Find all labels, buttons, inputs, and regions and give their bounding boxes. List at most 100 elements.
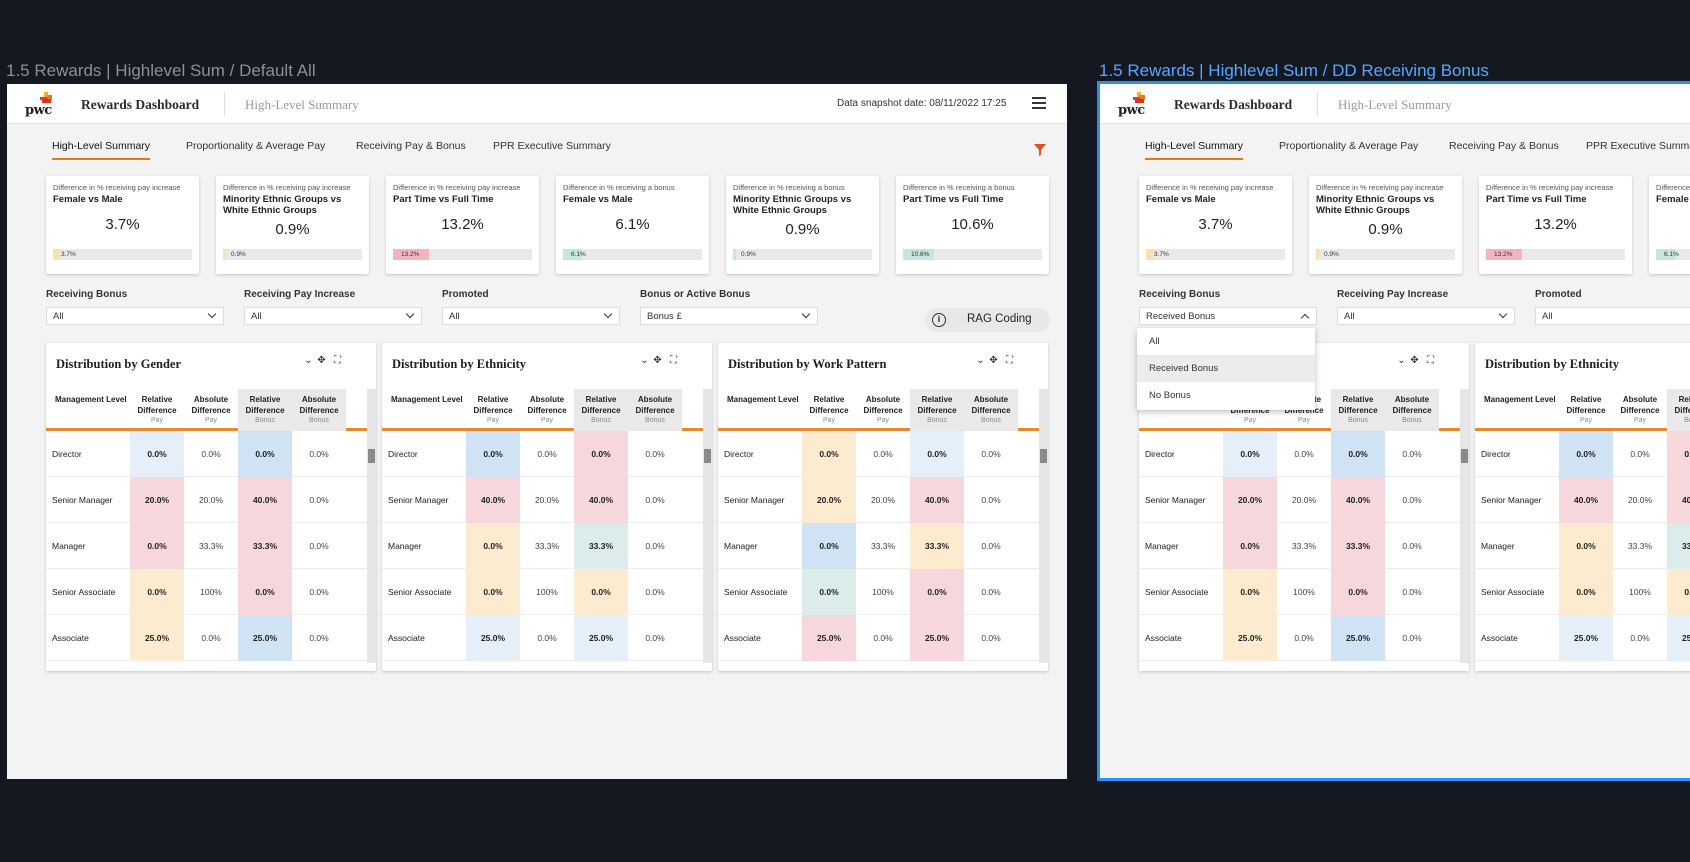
column-header[interactable]: Absolute Difference Pay [184, 389, 238, 431]
column-header[interactable]: Absolute Difference Pay [1613, 389, 1667, 431]
kpi-bar-fill [1656, 249, 1676, 260]
tab-2[interactable]: Receiving Pay & Bonus [356, 140, 466, 152]
move-icon[interactable]: ✥ [317, 355, 326, 366]
filter-select-0[interactable]: All [46, 307, 224, 325]
pwc-logo-text: pwc [1118, 103, 1145, 118]
absolute-difference-cell: 20.0% [198, 495, 224, 505]
filter-select-2[interactable]: All [442, 307, 620, 325]
relative-difference-cell: 25.0% [1331, 615, 1385, 661]
filter-select-2[interactable]: All [1535, 307, 1690, 325]
column-header-sublabel: Pay [1579, 417, 1593, 424]
move-icon[interactable]: ✥ [653, 355, 662, 366]
column-header[interactable]: Relative Difference Bonus [1331, 389, 1385, 431]
column-header[interactable]: Management Level [1475, 389, 1559, 431]
column-header[interactable]: Relative Difference Bonus [910, 389, 964, 431]
column-header[interactable]: Absolute Difference Bonus [628, 389, 682, 431]
absolute-difference-cell: 0.0% [309, 495, 329, 505]
expand-icon[interactable]: ⛶ [670, 355, 677, 366]
absolute-difference-cell: 33.3% [870, 541, 896, 551]
column-header[interactable]: Relative Difference Pay [130, 389, 184, 431]
expand-icon[interactable]: ⛶ [1006, 355, 1013, 366]
column-header-sublabel: Pay [1243, 417, 1257, 424]
column-header[interactable]: Relative Difference Pay [802, 389, 856, 431]
level-cell: Senior Manager [52, 495, 113, 505]
expand-icon[interactable]: ⛶ [334, 355, 341, 366]
relative-difference-cell: 0.0% [1667, 569, 1690, 615]
column-header-label: Management Level [1484, 395, 1556, 404]
column-header-sublabel: Bonus [1402, 417, 1422, 424]
absolute-difference-cell: 100% [200, 587, 222, 597]
chevron-down-icon[interactable]: ⌄ [1397, 355, 1406, 366]
relative-difference-cell: 40.0% [574, 477, 628, 523]
column-header[interactable]: Relative Difference Pay [466, 389, 520, 431]
column-header[interactable]: Management Level [718, 389, 802, 431]
move-icon[interactable]: ✥ [989, 355, 998, 366]
kpi-title: Female vs Male [1656, 194, 1690, 205]
chevron-down-icon[interactable]: ⌄ [304, 355, 313, 366]
absolute-difference-cell: 0.0% [981, 587, 1001, 597]
filter-label: Receiving Bonus [1139, 289, 1221, 300]
chevron-down-icon[interactable]: ⌄ [640, 355, 649, 366]
dropdown-option[interactable]: No Bonus [1149, 390, 1191, 401]
rag-coding-button[interactable]: i RAG Coding [925, 308, 1050, 332]
move-icon[interactable]: ✥ [1410, 355, 1419, 366]
column-header-label: Management Level [391, 395, 463, 404]
column-header[interactable]: Absolute Difference Bonus [292, 389, 346, 431]
kpi-card: Difference in % receiving pay increase Mi… [216, 176, 369, 274]
dropdown-option[interactable]: All [1149, 336, 1160, 347]
absolute-difference-cell: 0.0% [873, 449, 893, 459]
scrollbar-thumb[interactable] [1461, 449, 1468, 463]
tab-1[interactable]: Proportionality & Average Pay [186, 140, 326, 152]
column-header[interactable]: Absolute Difference Bonus [1385, 389, 1439, 431]
column-header-label: Relative Difference [245, 395, 285, 415]
filter-select-0[interactable]: Received Bonus [1139, 307, 1317, 325]
menu-icon[interactable] [1032, 97, 1046, 109]
relative-difference-cell: 0.0% [1331, 569, 1385, 615]
filter-select-1[interactable]: All [1337, 307, 1515, 325]
filter-icon[interactable] [1034, 143, 1046, 156]
column-header[interactable]: Relative Difference Bonus [1667, 389, 1690, 431]
tab-1[interactable]: Proportionality & Average Pay [1279, 140, 1419, 152]
level-cell: Director [724, 449, 754, 459]
tab-3[interactable]: PPR Executive Summary [1586, 140, 1690, 152]
tab-0[interactable]: High-Level Summary [52, 140, 151, 160]
tab-0[interactable]: High-Level Summary [1145, 140, 1244, 160]
chevron-down-icon [1300, 313, 1310, 323]
expand-icon[interactable]: ⛶ [1427, 355, 1434, 366]
dropdown-option[interactable]: Received Bonus [1137, 355, 1315, 382]
column-header[interactable]: Management Level [46, 389, 130, 431]
column-header[interactable]: Management Level [382, 389, 466, 431]
absolute-difference-cell: 20.0% [1627, 495, 1653, 505]
chevron-down-icon[interactable]: ⌄ [976, 355, 985, 366]
column-header-label: Management Level [55, 395, 127, 404]
filter-select-1[interactable]: All [244, 307, 422, 325]
column-header[interactable]: Relative Difference Pay [1559, 389, 1613, 431]
filter-label: Receiving Pay Increase [1337, 289, 1449, 300]
kpi-bar-fill [1146, 249, 1153, 260]
column-header[interactable]: Absolute Difference Bonus [964, 389, 1018, 431]
tab-3[interactable]: PPR Executive Summary [493, 140, 611, 152]
kpi-bar [223, 249, 362, 260]
table-scrollbar[interactable] [367, 389, 376, 663]
scrollbar-thumb[interactable] [704, 449, 711, 463]
table-scrollbar[interactable] [1039, 389, 1048, 663]
table-scrollbar[interactable] [1460, 389, 1469, 663]
tab-2[interactable]: Receiving Pay & Bonus [1449, 140, 1559, 152]
scrollbar-thumb[interactable] [368, 449, 375, 463]
filter-select-3[interactable]: Bonus £ [640, 307, 818, 325]
kpi-bar-label: 6.1% [1664, 251, 1679, 258]
relative-difference-cell: 0.0% [802, 523, 856, 569]
column-header[interactable]: Absolute Difference Pay [520, 389, 574, 431]
table-scrollbar[interactable] [703, 389, 712, 663]
dashboard: pwc Rewards Dashboard High-Level Summary Hi… [1100, 84, 1690, 778]
column-header[interactable]: Absolute Difference Pay [856, 389, 910, 431]
column-header[interactable]: Relative Difference Bonus [238, 389, 292, 431]
scrollbar-thumb[interactable] [1040, 449, 1047, 463]
column-header[interactable]: Relative Difference Bonus [574, 389, 628, 431]
